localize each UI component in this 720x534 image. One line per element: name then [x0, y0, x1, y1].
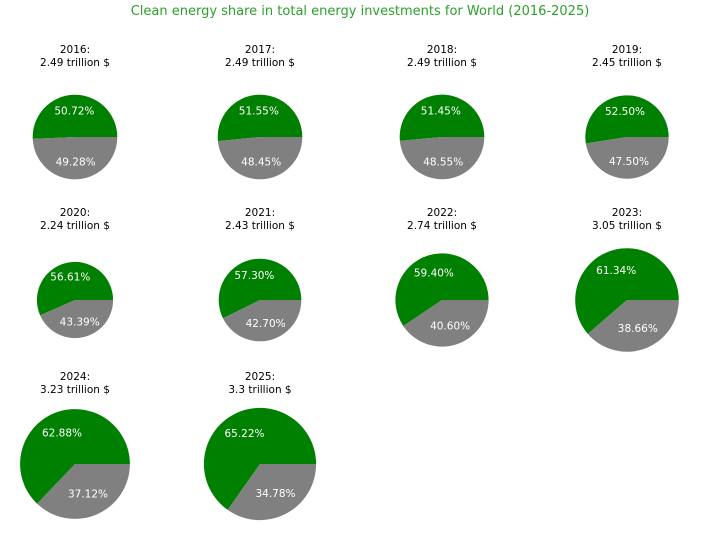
other-pct-label: 43.39% — [60, 316, 100, 328]
clean-pct-label: 52.50% — [605, 106, 645, 118]
clean-pct-label: 59.40% — [414, 267, 454, 279]
pie-cell-2023: 2023: 3.05 trillion $ 61.34% 38.66% — [535, 203, 719, 371]
pie-chart: 59.40% 40.60% — [395, 253, 489, 347]
pie-subtitle: 2018: 2.49 trillion $ — [350, 44, 534, 71]
clean-energy-slice — [20, 409, 130, 504]
pie-chart: 50.72% 49.28% — [32, 94, 118, 180]
pie-subtitle: 2021: 2.43 trillion $ — [168, 207, 352, 234]
pie-year-label: 2020: — [59, 207, 91, 219]
clean-pct-label: 65.22% — [224, 428, 264, 440]
other-pct-label: 47.50% — [609, 156, 649, 168]
pie-cell-2021: 2021: 2.43 trillion $ 57.30% 42.70% — [168, 203, 352, 371]
other-energy-slice — [585, 137, 669, 179]
pie-total-label: 3.3 trillion $ — [228, 384, 292, 397]
pie-total-label: 3.05 trillion $ — [592, 220, 662, 233]
other-pct-label: 38.66% — [618, 323, 658, 335]
other-pct-label: 34.78% — [255, 488, 295, 500]
pie-cell-2017: 2017: 2.49 trillion $ 51.55% 48.45% — [168, 40, 352, 208]
pie-total-label: 2.49 trillion $ — [40, 57, 110, 70]
pie-chart: 52.50% 47.50% — [585, 95, 669, 179]
other-pct-label: 37.12% — [68, 488, 108, 500]
clean-energy-slice — [585, 95, 669, 144]
other-pct-label: 48.45% — [241, 156, 281, 168]
pie-total-label: 2.43 trillion $ — [225, 220, 295, 233]
clean-energy-slice — [217, 94, 303, 142]
pie-cell-2019: 2019: 2.45 trillion $ 52.50% 47.50% — [535, 40, 719, 208]
pie-subtitle: 2024: 3.23 trillion $ — [0, 371, 167, 398]
pie-subtitle: 2017: 2.49 trillion $ — [168, 44, 352, 71]
pie-total-label: 2.74 trillion $ — [407, 220, 477, 233]
other-energy-slice — [217, 137, 303, 180]
clean-pct-label: 51.45% — [421, 106, 461, 118]
pie-subtitle: 2025: 3.3 trillion $ — [168, 371, 352, 398]
pie-total-label: 2.49 trillion $ — [225, 57, 295, 70]
clean-pct-label: 61.34% — [596, 265, 636, 277]
pie-year-label: 2018: — [426, 44, 458, 56]
other-energy-slice — [222, 300, 302, 342]
clean-pct-label: 57.30% — [234, 270, 274, 282]
pie-cell-2022: 2022: 2.74 trillion $ 59.40% 40.60% — [350, 203, 534, 371]
other-pct-label: 42.70% — [246, 318, 286, 330]
pie-cell-2016: 2016: 2.49 trillion $ 50.72% 49.28% — [0, 40, 167, 208]
pie-total-label: 3.23 trillion $ — [40, 384, 110, 397]
clean-energy-slice — [395, 253, 489, 326]
other-energy-slice — [403, 300, 489, 347]
pie-year-label: 2024: — [59, 371, 91, 383]
clean-energy-slice — [32, 94, 118, 139]
clean-energy-slice — [399, 94, 485, 141]
pie-year-label: 2016: — [59, 44, 91, 56]
other-energy-slice — [37, 464, 130, 519]
other-pct-label: 49.28% — [56, 156, 96, 168]
pie-subtitle: 2016: 2.49 trillion $ — [0, 44, 167, 71]
other-energy-slice — [399, 137, 485, 180]
pie-year-label: 2019: — [611, 44, 643, 56]
other-pct-label: 48.55% — [423, 156, 463, 168]
other-pct-label: 40.60% — [430, 321, 470, 333]
pie-chart: 65.22% 34.78% — [203, 407, 317, 521]
pie-year-label: 2021: — [244, 207, 276, 219]
clean-pct-label: 56.61% — [50, 272, 90, 284]
pie-subtitle: 2022: 2.74 trillion $ — [350, 207, 534, 234]
pie-total-label: 2.45 trillion $ — [592, 57, 662, 70]
other-energy-slice — [32, 137, 118, 180]
pie-cell-2024: 2024: 3.23 trillion $ 62.88% 37.12% — [0, 367, 167, 534]
pie-chart: 51.55% 48.45% — [217, 94, 303, 180]
pie-chart: 62.88% 37.12% — [20, 409, 130, 519]
clean-pct-label: 51.55% — [239, 106, 279, 118]
pie-year-label: 2022: — [426, 207, 458, 219]
other-energy-slice — [40, 300, 114, 339]
pie-chart: 56.61% 43.39% — [36, 261, 114, 339]
pie-cell-2025: 2025: 3.3 trillion $ 65.22% 34.78% — [168, 367, 352, 534]
pie-year-label: 2023: — [611, 207, 643, 219]
pie-year-label: 2017: — [244, 44, 276, 56]
clean-energy-slice — [218, 258, 302, 319]
pie-cell-2020: 2020: 2.24 trillion $ 56.61% 43.39% — [0, 203, 167, 371]
pie-chart: 61.34% 38.66% — [575, 248, 679, 352]
other-energy-slice — [587, 300, 679, 352]
pie-year-label: 2025: — [244, 371, 276, 383]
figure-title: Clean energy share in total energy inves… — [130, 4, 590, 19]
clean-energy-slice — [575, 248, 679, 334]
clean-energy-slice — [203, 407, 317, 510]
pie-total-label: 2.24 trillion $ — [40, 220, 110, 233]
pie-total-label: 2.49 trillion $ — [407, 57, 477, 70]
pie-cell-2018: 2018: 2.49 trillion $ 51.45% 48.55% — [350, 40, 534, 208]
pie-subtitle: 2020: 2.24 trillion $ — [0, 207, 167, 234]
pie-subtitle: 2023: 3.05 trillion $ — [535, 207, 719, 234]
pie-chart: 51.45% 48.55% — [399, 94, 485, 180]
other-energy-slice — [227, 464, 317, 521]
pie-subtitle: 2019: 2.45 trillion $ — [535, 44, 719, 71]
pie-chart: 57.30% 42.70% — [218, 258, 302, 342]
clean-pct-label: 62.88% — [42, 428, 82, 440]
clean-energy-slice — [36, 261, 114, 316]
clean-pct-label: 50.72% — [54, 106, 94, 118]
